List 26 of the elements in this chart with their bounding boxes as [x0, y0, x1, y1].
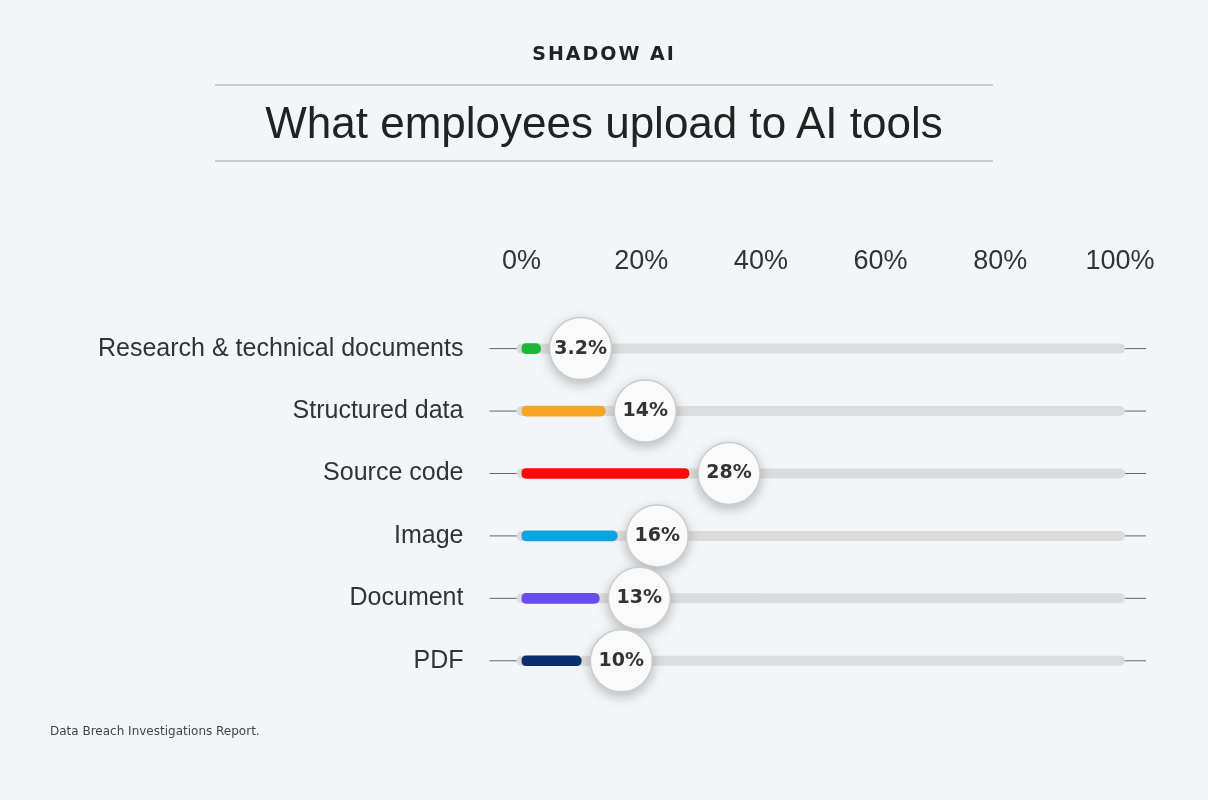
- x-tick-label: 80%: [973, 244, 1028, 275]
- bar: [521, 468, 690, 479]
- data-label: 16%: [634, 522, 680, 545]
- data-label: 13%: [616, 585, 663, 608]
- chart-title: What employees upload to AI tools: [215, 84, 993, 162]
- bar: [521, 405, 606, 417]
- x-tick-label: 20%: [614, 244, 669, 275]
- bar: [521, 530, 618, 542]
- bar: [521, 655, 582, 667]
- y-tick-label: Structured data: [292, 394, 464, 423]
- data-label: 28%: [706, 460, 752, 483]
- y-tick-label: Image: [393, 519, 464, 548]
- y-tick-label: Research & technical documents: [98, 332, 464, 361]
- data-label: 3.2%: [554, 335, 607, 358]
- data-label: 14%: [622, 397, 668, 420]
- y-tick-label: Document: [349, 582, 464, 611]
- bar: [521, 593, 600, 604]
- y-tick-label: PDF: [413, 644, 464, 673]
- x-tick-label: 100%: [1085, 244, 1155, 275]
- x-tick-label: 0%: [501, 244, 541, 275]
- x-tick-label: 60%: [853, 244, 908, 275]
- text: Data Breach Investigations Report.: [50, 724, 260, 738]
- x-tick-label: 40%: [733, 244, 788, 275]
- data-label: 10%: [598, 647, 645, 670]
- y-tick-label: Source code: [323, 457, 464, 486]
- chart-subtitle: SHADOW AI: [531, 42, 677, 64]
